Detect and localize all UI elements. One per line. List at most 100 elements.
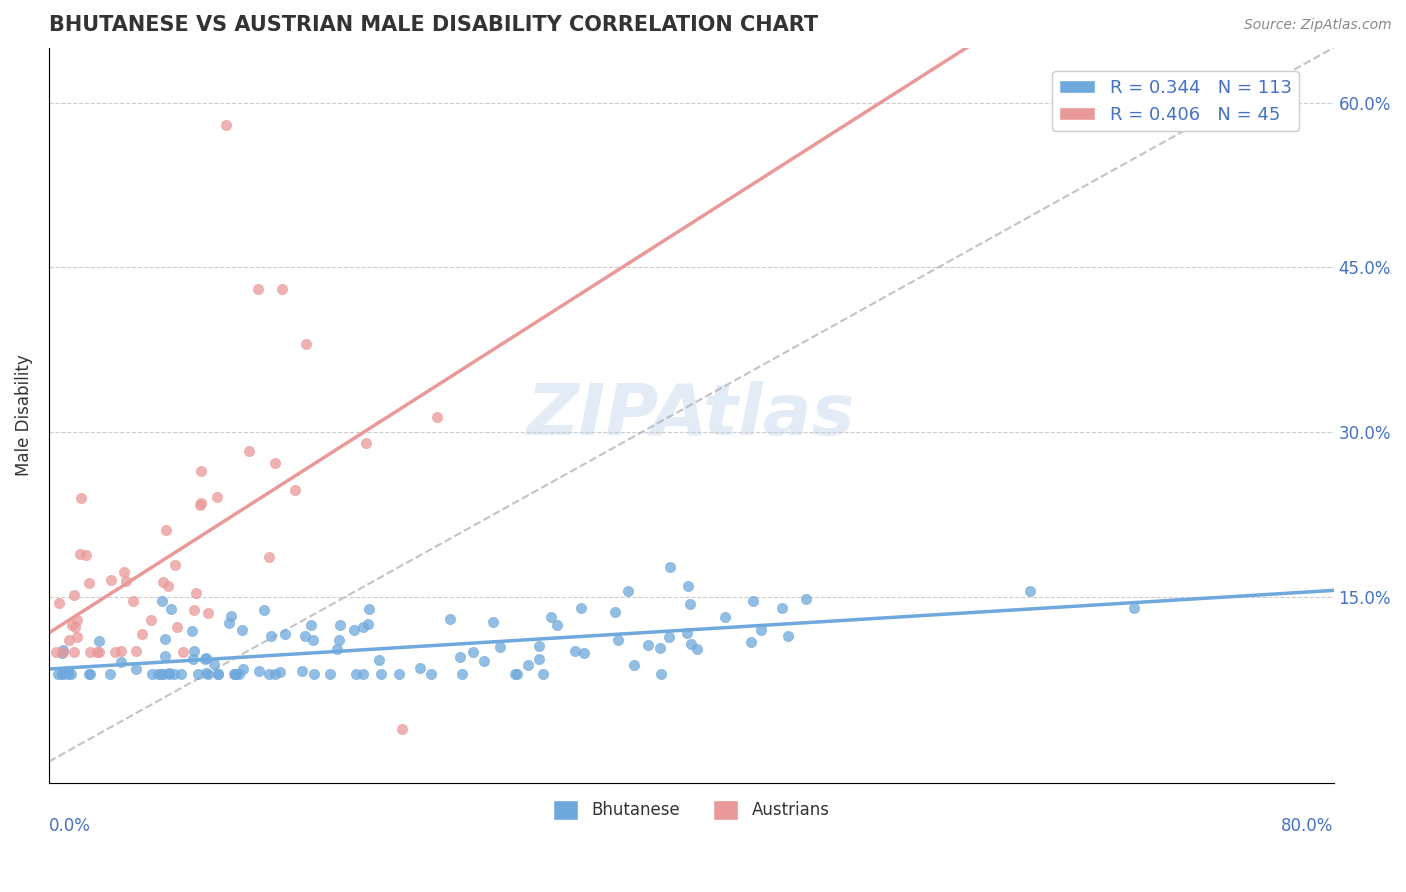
Bhutanese <box>617 584 640 599</box>
Austrians <box>66 613 89 627</box>
Text: 80.0%: 80.0% <box>1281 816 1334 835</box>
Bhutanese <box>388 666 411 681</box>
Bhutanese <box>87 634 110 648</box>
Austrians <box>257 550 280 565</box>
Bhutanese <box>264 666 287 681</box>
Austrians <box>426 410 449 425</box>
Austrians <box>66 630 89 644</box>
Bhutanese <box>52 666 75 681</box>
Bhutanese <box>181 624 204 638</box>
Austrians <box>110 644 132 658</box>
Bhutanese <box>231 623 253 637</box>
Bhutanese <box>207 666 229 681</box>
Bhutanese <box>51 646 73 660</box>
Bhutanese <box>679 637 702 651</box>
Austrians <box>172 645 194 659</box>
Bhutanese <box>218 615 240 630</box>
Bhutanese <box>370 666 392 681</box>
Bhutanese <box>157 666 180 681</box>
Austrians <box>354 435 377 450</box>
Bhutanese <box>149 666 172 681</box>
Austrians <box>141 613 163 627</box>
Bhutanese <box>202 657 225 672</box>
Bhutanese <box>749 623 772 637</box>
Bhutanese <box>527 639 550 653</box>
Austrians <box>48 596 70 610</box>
Bhutanese <box>110 656 132 670</box>
Bhutanese <box>686 641 709 656</box>
Austrians <box>214 118 236 132</box>
Austrians <box>155 523 177 537</box>
Bhutanese <box>148 666 170 681</box>
Austrians <box>246 282 269 296</box>
Text: 0.0%: 0.0% <box>49 816 91 835</box>
Bhutanese <box>60 666 83 681</box>
Bhutanese <box>302 632 325 647</box>
Austrians <box>270 282 292 296</box>
Bhutanese <box>232 662 254 676</box>
Bhutanese <box>302 666 325 681</box>
Bhutanese <box>228 666 250 681</box>
Austrians <box>183 603 205 617</box>
Bhutanese <box>676 579 699 593</box>
Bhutanese <box>195 651 218 665</box>
Bhutanese <box>352 620 374 634</box>
Austrians <box>238 444 260 458</box>
Austrians <box>89 645 111 659</box>
Bhutanese <box>357 602 380 616</box>
Austrians <box>115 574 138 589</box>
Bhutanese <box>160 602 183 616</box>
Bhutanese <box>325 642 347 657</box>
Austrians <box>284 483 307 497</box>
Bhutanese <box>329 618 352 632</box>
Bhutanese <box>1019 583 1042 598</box>
Austrians <box>163 558 186 572</box>
Legend: Bhutanese, Austrians: Bhutanese, Austrians <box>547 793 837 827</box>
Bhutanese <box>676 625 699 640</box>
Bhutanese <box>141 666 163 681</box>
Bhutanese <box>162 666 184 681</box>
Bhutanese <box>658 630 681 644</box>
Austrians <box>77 575 100 590</box>
Bhutanese <box>194 652 217 666</box>
Bhutanese <box>299 618 322 632</box>
Bhutanese <box>741 593 763 607</box>
Austrians <box>112 566 135 580</box>
Bhutanese <box>253 603 276 617</box>
Austrians <box>131 627 153 641</box>
Bhutanese <box>603 605 626 619</box>
Text: ZIPAtlas: ZIPAtlas <box>527 381 856 450</box>
Austrians <box>205 490 228 504</box>
Austrians <box>125 644 148 658</box>
Bhutanese <box>740 635 762 649</box>
Bhutanese <box>472 654 495 668</box>
Bhutanese <box>569 600 592 615</box>
Austrians <box>166 620 188 634</box>
Bhutanese <box>527 652 550 666</box>
Text: BHUTANESE VS AUSTRIAN MALE DISABILITY CORRELATION CHART: BHUTANESE VS AUSTRIAN MALE DISABILITY CO… <box>49 15 818 35</box>
Bhutanese <box>207 666 229 681</box>
Bhutanese <box>770 600 793 615</box>
Austrians <box>157 579 180 593</box>
Bhutanese <box>259 629 281 643</box>
Bhutanese <box>658 560 681 574</box>
Austrians <box>100 573 122 587</box>
Text: Source: ZipAtlas.com: Source: ZipAtlas.com <box>1244 18 1392 32</box>
Bhutanese <box>269 665 291 680</box>
Austrians <box>52 645 75 659</box>
Bhutanese <box>1123 600 1146 615</box>
Bhutanese <box>170 666 193 681</box>
Bhutanese <box>505 666 527 681</box>
Bhutanese <box>623 657 645 672</box>
Bhutanese <box>79 666 101 681</box>
Bhutanese <box>714 610 737 624</box>
Bhutanese <box>679 598 702 612</box>
Bhutanese <box>357 617 380 632</box>
Bhutanese <box>451 666 474 681</box>
Austrians <box>63 588 86 602</box>
Bhutanese <box>343 623 366 637</box>
Austrians <box>188 498 211 512</box>
Bhutanese <box>51 666 73 681</box>
Bhutanese <box>257 666 280 681</box>
Bhutanese <box>319 666 342 681</box>
